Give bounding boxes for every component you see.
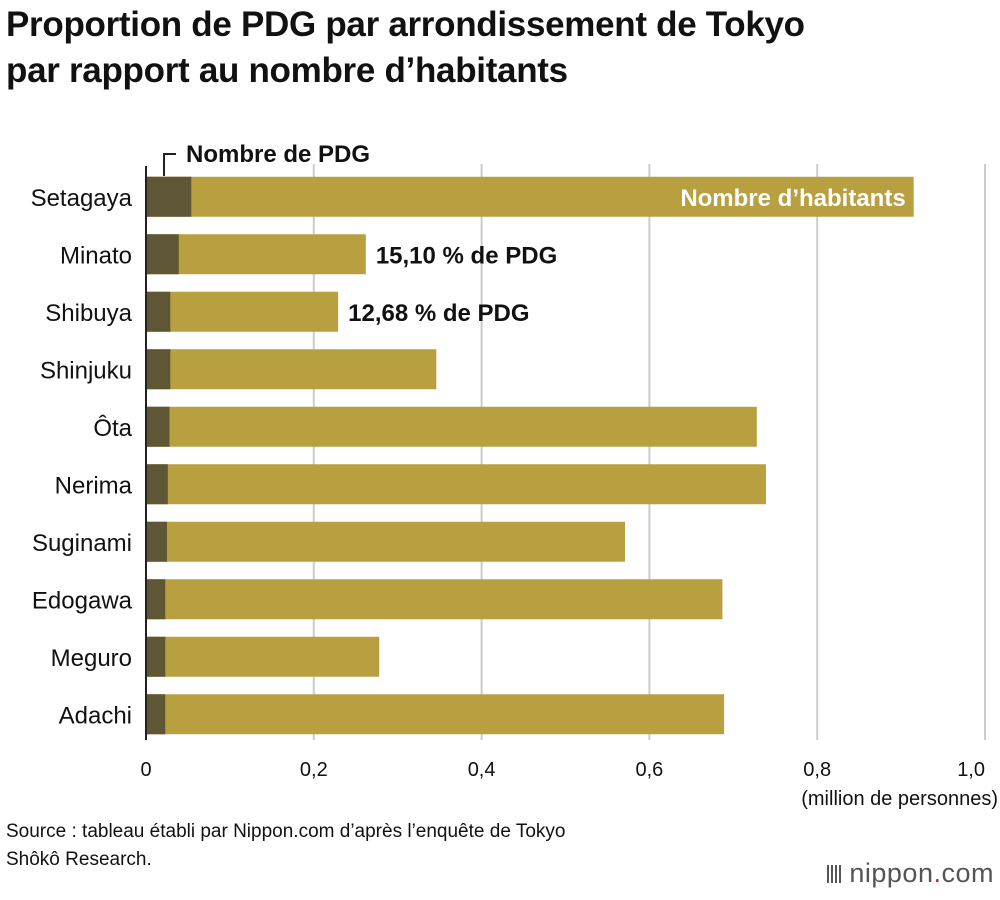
- habitants-bar: [146, 521, 626, 562]
- pdg-bar: [146, 521, 167, 562]
- series-label-habitants: Nombre d’habitants: [680, 185, 905, 212]
- x-tick-label: 0,2: [300, 759, 328, 781]
- pdg-bar: [146, 694, 166, 735]
- bar-chart: 0 0,2 0,4 0,6 0,8 1,0 (million de personnes) Se…: [31, 141, 998, 810]
- logo-mark-icon: [827, 864, 842, 883]
- chart-title: Proportion de PDG par arrondissement de …: [6, 2, 996, 94]
- pdg-bar: [146, 349, 171, 390]
- x-tick-label: 1,0: [957, 759, 985, 781]
- source-note: Source : tableau établi par Nippon.com d…: [6, 818, 565, 874]
- pdg-bar: [146, 579, 166, 620]
- pdg-bar: [146, 636, 166, 677]
- x-tick-label: 0,4: [468, 759, 496, 781]
- habitants-bar: [146, 636, 380, 677]
- habitants-bar: [146, 579, 723, 620]
- x-axis-label: (million de personnes): [801, 788, 998, 810]
- pdg-bar: [146, 234, 179, 275]
- category-label: Shibuya: [45, 300, 132, 327]
- habitants-bar: [146, 176, 914, 217]
- habitants-bar: [146, 694, 725, 735]
- callout-leader-line: [163, 153, 176, 176]
- x-tick-label: 0: [140, 759, 151, 781]
- source-line1: Source : tableau établi par Nippon.com d…: [6, 821, 566, 842]
- category-label: Ôta: [93, 414, 132, 442]
- series-label-pdg: Nombre de PDG: [186, 141, 370, 168]
- pdg-bar: [146, 464, 168, 505]
- percent-annotation: 12,68 % de PDG: [348, 300, 529, 327]
- chart-title-line2: par rapport au nombre d’habitants: [6, 51, 568, 90]
- category-label: Meguro: [51, 645, 132, 672]
- category-label: Adachi: [59, 702, 132, 729]
- x-tick-label: 0,6: [635, 759, 663, 781]
- chart-title-line1: Proportion de PDG par arrondissement de …: [6, 5, 805, 44]
- category-label: Minato: [60, 242, 132, 269]
- category-label: Setagaya: [31, 185, 133, 212]
- habitants-bar: [146, 291, 339, 332]
- pdg-bar: [146, 176, 192, 217]
- x-tick-label: 0,8: [803, 759, 831, 781]
- logo-wordmark: nippon.com: [849, 858, 994, 888]
- habitants-bar: [146, 349, 437, 390]
- habitants-bar: [146, 406, 757, 447]
- pdg-bar: [146, 291, 171, 332]
- habitants-bar: [146, 234, 366, 275]
- percent-annotation: 15,10 % de PDG: [376, 242, 557, 269]
- source-line2: Shôkô Research.: [6, 849, 152, 870]
- nippon-com-logo: nippon.com: [827, 858, 994, 889]
- pdg-bar: [146, 406, 170, 447]
- habitants-bar: [146, 464, 767, 505]
- category-label: Nerima: [55, 472, 133, 499]
- category-label: Suginami: [32, 530, 132, 557]
- category-label: Edogawa: [32, 587, 133, 614]
- category-label: Shinjuku: [40, 357, 132, 384]
